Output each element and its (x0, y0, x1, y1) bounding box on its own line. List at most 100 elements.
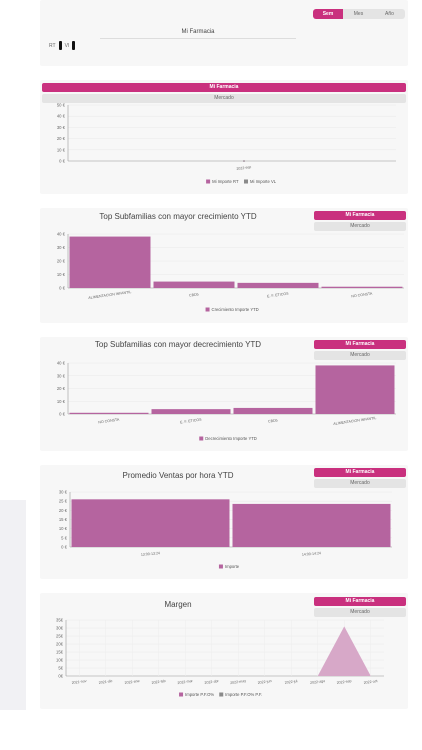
scope-secondary-button[interactable]: Mercado (314, 479, 406, 488)
y-tick-label: 40 € (57, 114, 66, 119)
legend-vi-swatch (72, 41, 76, 50)
scope-secondary-button[interactable]: Mercado (314, 222, 406, 231)
legend-label: Importe (225, 564, 240, 569)
scope-secondary-button[interactable]: Mercado (314, 351, 406, 360)
y-tick-label: 30€ (56, 626, 64, 631)
bar (315, 365, 395, 414)
margin-area-chart: 35€ 30€ 25€ 20€ 15€ 10€ 5€ 0€ 2021-nov 2021-dic 20… (56, 618, 384, 697)
legend-swatch (199, 436, 204, 441)
data-point (243, 160, 245, 162)
decline-bar-chart: 40 € 30 € 20 € 10 € 0 € NO CONSTA E. F. ETICOS… (57, 361, 396, 441)
x-tick-label: 2021-dic (99, 679, 113, 685)
x-tick-label: 2022-ago (310, 679, 326, 685)
x-tick-label: CBD5 (268, 418, 278, 423)
legend-rt-label: RT (49, 42, 56, 49)
y-tick-label: 5 € (61, 535, 67, 540)
legend-label: Importe P.F.O% P.F. (225, 692, 262, 697)
y-tick-label: 30 € (59, 490, 68, 495)
scope-secondary-button[interactable]: Mercado (314, 608, 406, 617)
x-tick-label: 2021-nov (71, 679, 87, 685)
scope-primary-button[interactable]: Mi Farmacia (314, 468, 406, 477)
hourly-bar-chart: 30 € 25 € 20 € 15 € 10 € 5 € 0 € 13:00-13:24 14:… (59, 490, 392, 569)
scope-primary-button[interactable]: Mi Farmacia (314, 340, 406, 349)
bar (69, 236, 151, 288)
legend-swatch (206, 179, 211, 184)
y-tick-label: 10 € (57, 399, 66, 404)
legend-label: Mi Importe VL (250, 179, 277, 184)
x-tick-label: CBD5 (189, 292, 199, 297)
legend-label: Mi Importe RT (212, 179, 239, 184)
x-tick-label: 2022-mar (177, 679, 194, 685)
scope-secondary-button[interactable]: Mercado (42, 94, 406, 103)
mini-legend: RT VI (49, 41, 76, 50)
y-tick-label: 0 € (59, 159, 65, 164)
summary-card: Sem Mes Año Mi Farmacia RT VI (40, 0, 408, 66)
x-tick-label: 14:00-14:24 (302, 551, 321, 557)
y-tick-label: 25 € (59, 499, 68, 504)
y-tick-label: 15€ (56, 650, 64, 655)
x-tick-label: E. F. ETICOS (267, 291, 290, 298)
scope-primary-button[interactable]: Mi Farmacia (314, 597, 406, 606)
decline-chart-card: Top Subfamilias con mayor decrecimiento … (40, 337, 408, 451)
bar (69, 412, 149, 414)
y-tick-label: 50 € (57, 103, 66, 108)
bar (233, 407, 313, 414)
y-tick-label: 15 € (59, 517, 68, 522)
y-tick-label: 10 € (57, 147, 66, 152)
period-mes[interactable]: Mes (343, 9, 374, 19)
y-tick-label: 25€ (56, 634, 64, 639)
y-tick-label: 30 € (57, 125, 66, 130)
margin-chart-title: Margen (164, 600, 192, 609)
bar (151, 409, 231, 414)
x-tick-label: 2022-sep (336, 679, 351, 685)
y-tick-label: 20 € (57, 136, 66, 141)
mini-panel-title: Mi Farmacia (181, 29, 215, 35)
x-tick-label: NO CONSTA (98, 417, 120, 424)
x-tick-label: ALIMENTACION INFANTIL (333, 416, 377, 426)
x-tick-label: 2022-jun (257, 679, 271, 685)
scope-primary-button[interactable]: Mi Farmacia (314, 211, 406, 220)
y-tick-label: 40 € (57, 361, 66, 366)
side-panel-edge (0, 500, 26, 710)
growth-chart-card: Top Subfamilias con mayor crecimiento YT… (40, 208, 408, 323)
y-tick-label: 20 € (57, 386, 66, 391)
bar (321, 286, 403, 288)
legend-swatch (179, 692, 184, 697)
y-tick-label: 20 € (57, 259, 66, 264)
period-ano[interactable]: Año (374, 9, 405, 19)
y-tick-label: 5€ (58, 666, 63, 671)
margin-chart-card: Margen Mi Farmacia Mercado 35€ 30€ 25€ 20€ 1… (40, 593, 408, 709)
growth-bar-chart: 40 € 30 € 20 € 10 € 0 € ALIMENTACION INFANTIL… (57, 232, 404, 312)
y-tick-label: 0 € (61, 545, 67, 550)
period-selector: Sem Mes Año (313, 9, 405, 19)
area-series (79, 626, 371, 676)
x-tick-label: E. F. ETICOS (180, 417, 203, 424)
legend-swatch (219, 692, 224, 697)
y-tick-label: 0 € (59, 412, 65, 417)
x-tick-label: 2022-sep (236, 165, 251, 171)
hourly-chart-title: Promedio Ventas por hora YTD (122, 471, 234, 480)
y-tick-label: 40 € (57, 232, 66, 237)
legend-swatch (205, 307, 210, 312)
importe-line-chart: 50 € 40 € 30 € 20 € 10 € 0 € 2022-sep Mi Import… (57, 103, 396, 184)
x-tick-label: 2022-oct (363, 679, 377, 685)
y-tick-label: 10 € (59, 526, 68, 531)
period-sem[interactable]: Sem (313, 9, 343, 19)
scope-primary-button[interactable]: Mi Farmacia (42, 83, 406, 92)
bar (237, 282, 319, 288)
y-tick-label: 20€ (56, 642, 64, 647)
legend-vi-label: VI (64, 42, 70, 49)
bar (153, 281, 235, 288)
bar (71, 499, 230, 547)
y-tick-label: 30 € (57, 245, 66, 250)
x-tick-label: ALIMENTACION INFANTIL (88, 290, 132, 300)
importe-chart-card: Mi Farmacia Mercado 50 € 40 € 30 € 20 € 10 €… (40, 80, 408, 194)
legend-swatch (218, 564, 223, 569)
legend-label: Importe P.F.O% (185, 692, 214, 697)
y-tick-label: 0 € (59, 286, 65, 291)
y-tick-label: 10€ (56, 658, 64, 663)
x-tick-label: NO CONSTA (351, 291, 373, 298)
x-tick-label: 2022-ene (124, 679, 140, 685)
legend-label: Decrecimiento Importe YTD (205, 436, 257, 441)
growth-chart-title: Top Subfamilias con mayor crecimiento YT… (99, 212, 257, 221)
